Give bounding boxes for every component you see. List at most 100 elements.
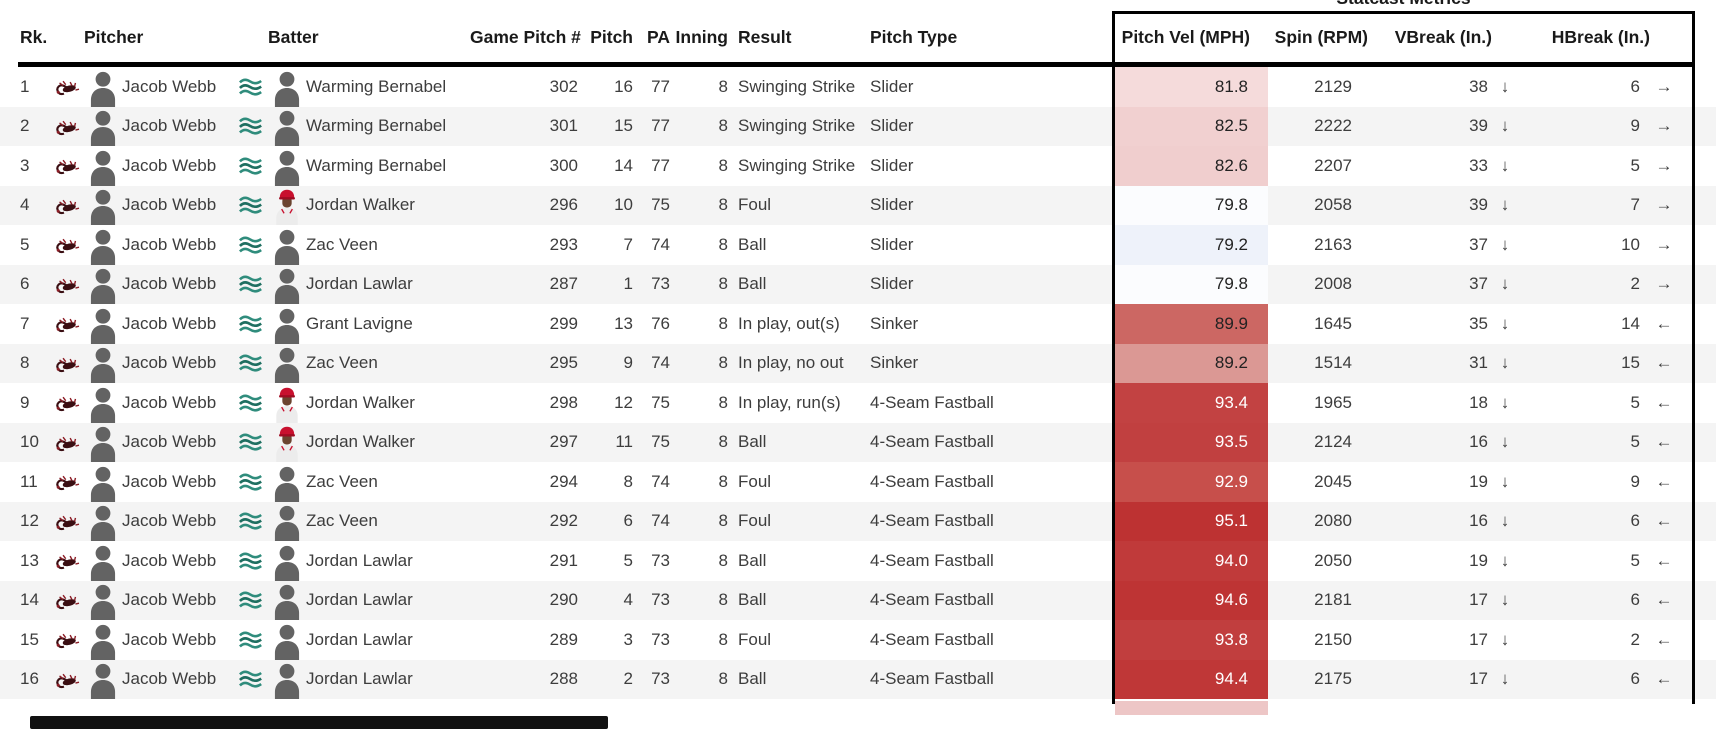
spin-cell: 2163: [1314, 234, 1352, 254]
pitcher-name-link[interactable]: Jacob Webb: [122, 155, 217, 175]
pitch-type-cell: 4-Seam Fastball: [870, 511, 994, 531]
hbreak-cell: 6: [1630, 590, 1640, 610]
spin-cell: 2050: [1314, 550, 1352, 570]
batter-team-waves-logo-icon: [234, 423, 268, 463]
column-header-pitch[interactable]: Pitch: [590, 26, 633, 47]
game-pitch-cell: 295: [549, 353, 578, 373]
pitcher-team-scorpion-logo-icon: [50, 383, 84, 423]
result-cell: Foul: [738, 195, 772, 215]
game-pitch-cell: 293: [549, 234, 578, 254]
table-row: 8 Jacob Webb: [0, 343, 1716, 383]
result-cell: In play, run(s): [738, 392, 841, 412]
hbreak-cell: 5: [1630, 432, 1640, 452]
batter-team-waves-logo-icon: [234, 620, 268, 660]
batter-name-link[interactable]: Jordan Walker: [306, 392, 415, 412]
hbreak-direction-arrow-icon: ←: [1655, 432, 1673, 452]
header-divider: [18, 62, 1695, 67]
pitcher-team-scorpion-logo-icon: [50, 581, 84, 621]
pitcher-team-scorpion-logo-icon: [50, 423, 84, 463]
batter-team-waves-logo-icon: [234, 265, 268, 305]
pitcher-name-link[interactable]: Jacob Webb: [122, 471, 217, 491]
vbreak-cell: 19: [1469, 471, 1488, 491]
vbreak-down-arrow-icon: ↓: [1500, 550, 1510, 570]
column-header-result[interactable]: Result: [738, 26, 792, 47]
pitcher-name-link[interactable]: Jacob Webb: [122, 511, 217, 531]
column-header-batter[interactable]: Batter: [268, 26, 319, 47]
pitcher-name-link[interactable]: Jacob Webb: [122, 629, 217, 649]
batter-team-waves-logo-icon: [234, 107, 268, 147]
pitcher-name-link[interactable]: Jacob Webb: [122, 550, 217, 570]
clipped-next-row-vel-cell: [1115, 701, 1268, 715]
hbreak-cell: 5: [1630, 392, 1640, 412]
batter-avatar: [268, 107, 306, 146]
game-pitch-cell: 297: [549, 432, 578, 452]
pitch-number-cell: 11: [615, 432, 633, 452]
vbreak-down-arrow-icon: ↓: [1500, 432, 1510, 452]
batter-name-link[interactable]: Jordan Lawlar: [306, 590, 413, 610]
pitcher-name-link[interactable]: Jacob Webb: [122, 669, 217, 689]
batter-avatar: [268, 265, 306, 304]
batter-name-link[interactable]: Jordan Lawlar: [306, 669, 413, 689]
batter-name-link[interactable]: Jordan Walker: [306, 195, 415, 215]
result-cell: Ball: [738, 234, 767, 254]
batter-name-link[interactable]: Zac Veen: [306, 511, 378, 531]
pitcher-name-link[interactable]: Jacob Webb: [122, 116, 217, 136]
hbreak-direction-arrow-icon: →: [1655, 116, 1673, 136]
pitcher-name-link[interactable]: Jacob Webb: [122, 353, 217, 373]
pitch-vel-cell: 89.9: [1112, 304, 1268, 344]
hbreak-cell: 2: [1630, 629, 1640, 649]
pitcher-name-link[interactable]: Jacob Webb: [122, 76, 217, 96]
horizontal-scrollbar-thumb[interactable]: [30, 716, 608, 729]
batter-name-link[interactable]: Jordan Walker: [306, 432, 415, 452]
inning-cell: 8: [718, 313, 728, 333]
hbreak-cell: 7: [1630, 195, 1640, 215]
column-header-pitch-type[interactable]: Pitch Type: [870, 26, 958, 47]
column-header-pa[interactable]: PA: [646, 26, 670, 47]
pitch-type-cell: Slider: [870, 234, 914, 254]
column-header-hbreak[interactable]: HBreak (In.): [1551, 26, 1650, 47]
table-row: 11 Jacob Webb: [0, 462, 1716, 502]
table-row: 14 Jacob Webb: [0, 580, 1716, 621]
batter-name-link[interactable]: Jordan Lawlar: [306, 550, 413, 570]
pitcher-avatar: [84, 146, 122, 186]
pitcher-team-scorpion-logo-icon: [50, 502, 84, 542]
pa-cell: 75: [651, 432, 670, 452]
batter-name-link[interactable]: Zac Veen: [306, 353, 378, 373]
pitcher-name-link[interactable]: Jacob Webb: [122, 234, 217, 254]
column-header-pitcher[interactable]: Pitcher: [84, 26, 144, 47]
vbreak-cell: 17: [1469, 590, 1488, 610]
batter-team-waves-logo-icon: [234, 186, 268, 226]
hbreak-direction-arrow-icon: ←: [1655, 353, 1673, 373]
batter-name-link[interactable]: Warming Bernabel: [306, 155, 447, 175]
batter-name-link[interactable]: Zac Veen: [306, 471, 378, 491]
column-header-game-pitch[interactable]: Game Pitch #: [470, 26, 581, 47]
column-header-inning[interactable]: Inning: [675, 26, 728, 47]
batter-name-link[interactable]: Warming Bernabel: [306, 76, 447, 96]
pitch-type-cell: Slider: [870, 116, 914, 136]
inning-cell: 8: [718, 116, 728, 136]
pitcher-name-link[interactable]: Jacob Webb: [122, 195, 217, 215]
column-header-pitch-vel[interactable]: Pitch Vel (MPH): [1121, 26, 1250, 47]
batter-name-link[interactable]: Jordan Lawlar: [306, 629, 413, 649]
spin-cell: 2124: [1314, 432, 1352, 452]
pitcher-name-link[interactable]: Jacob Webb: [122, 392, 217, 412]
pa-cell: 74: [651, 353, 670, 373]
rk-cell: 1: [20, 76, 30, 96]
batter-name-link[interactable]: Grant Lavigne: [306, 313, 413, 333]
column-header-rk[interactable]: Rk.: [20, 26, 48, 47]
table-row: 10 Jacob Webb: [0, 422, 1716, 463]
batter-name-link[interactable]: Zac Veen: [306, 234, 378, 254]
pitcher-name-link[interactable]: Jacob Webb: [122, 432, 217, 452]
pitcher-name-link[interactable]: Jacob Webb: [122, 590, 217, 610]
pitch-type-cell: Sinker: [870, 353, 919, 373]
column-header-spin[interactable]: Spin (RPM): [1274, 26, 1368, 47]
batter-name-link[interactable]: Jordan Lawlar: [306, 274, 413, 294]
pitcher-name-link[interactable]: Jacob Webb: [122, 313, 217, 333]
pitch-vel-cell: 89.2: [1112, 343, 1268, 383]
inning-cell: 8: [718, 234, 728, 254]
pitcher-name-link[interactable]: Jacob Webb: [122, 274, 217, 294]
batter-name-link[interactable]: Warming Bernabel: [306, 116, 447, 136]
pitcher-team-scorpion-logo-icon: [50, 225, 84, 265]
column-header-vbreak[interactable]: VBreak (In.): [1394, 26, 1492, 47]
rk-cell: 12: [20, 511, 39, 531]
